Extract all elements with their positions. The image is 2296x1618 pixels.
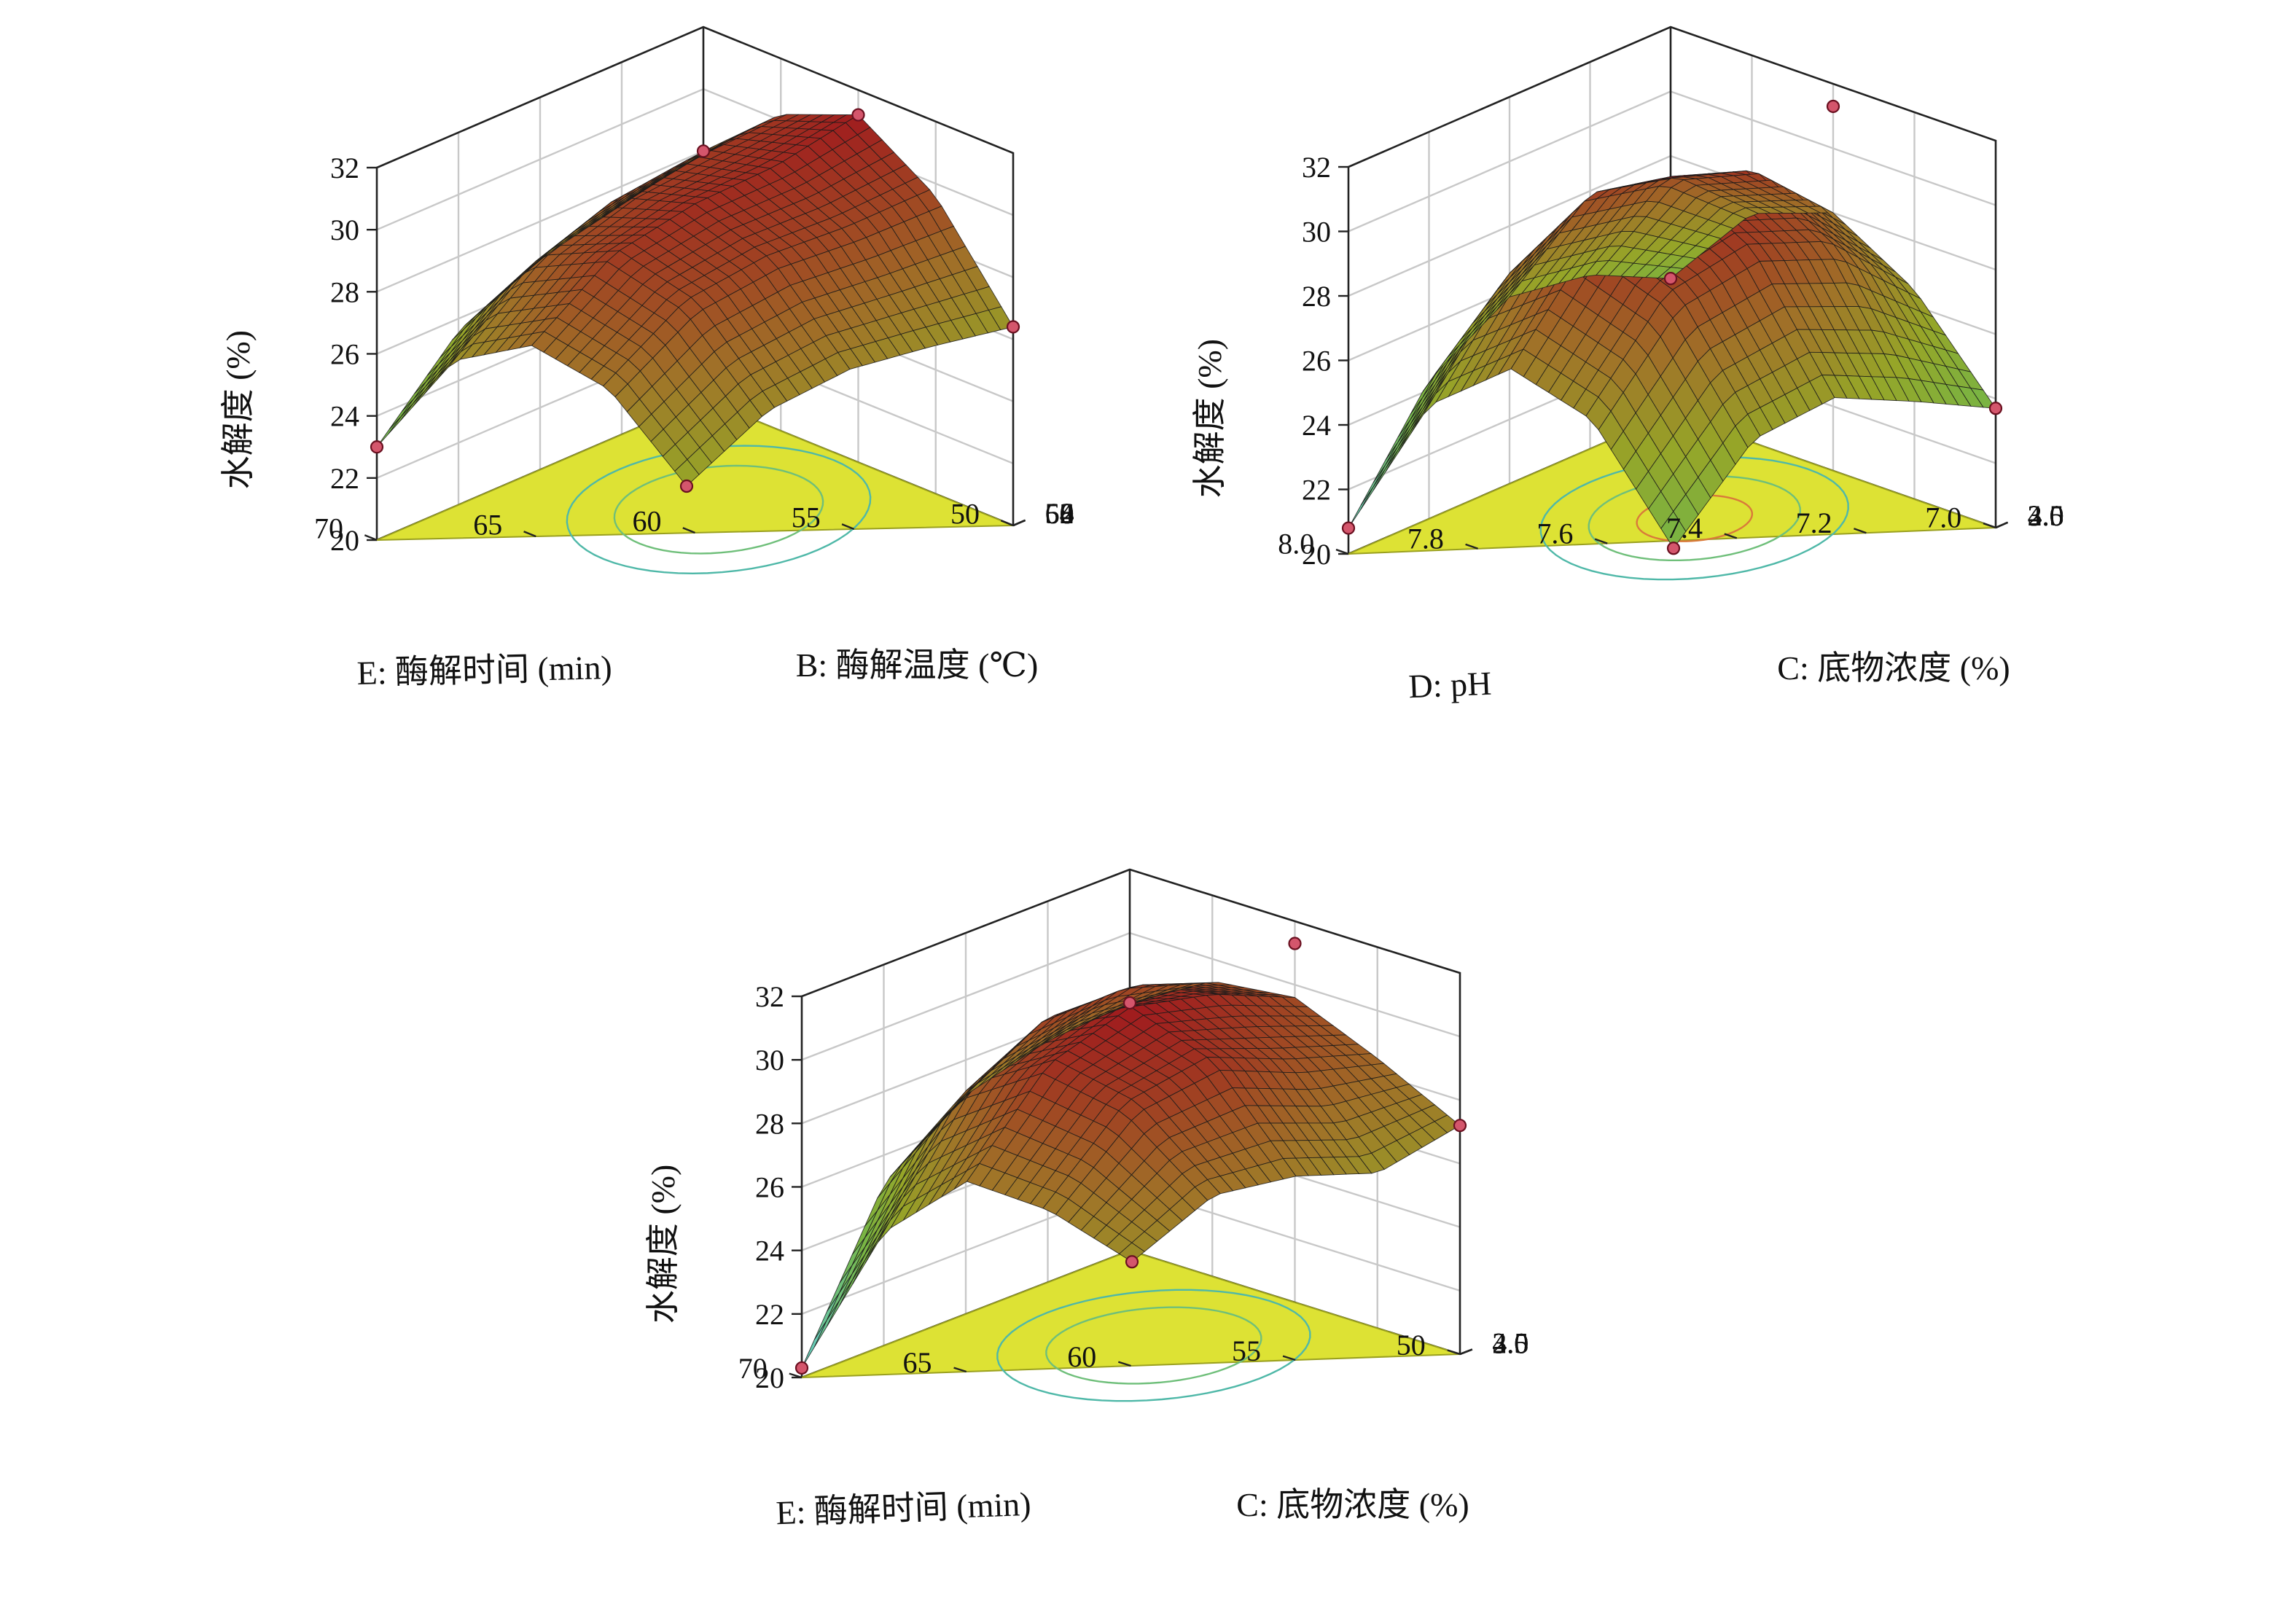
right-tick-label: 2.5	[1492, 1326, 1528, 1359]
z-axis-title: 水解度 (%)	[1191, 339, 1228, 498]
right-tick-label: 60	[1045, 497, 1074, 530]
left-tick-label: 7.2	[1796, 507, 1832, 539]
z-axis: 20 22 24 26 28 30 32 水解度 (%)	[219, 152, 377, 557]
design-points	[1341, 99, 2003, 555]
design-point	[679, 479, 694, 493]
left-tick-label: 70	[314, 512, 343, 545]
left-tick-label: 7.0	[1925, 501, 1961, 534]
left-axis-title: D: pH	[1408, 665, 1493, 706]
left-tick-label: 50	[950, 498, 980, 531]
right-tick-label: 3.5	[1492, 1326, 1528, 1359]
z-tick-label: 32	[1302, 151, 1331, 184]
z-tick-label: 26	[1302, 345, 1331, 378]
left-floor-axis: 50 55 60 65 70 E: 酶解时间 (min)	[738, 1329, 1461, 1531]
right-tick-label: 2.0	[2028, 499, 2064, 532]
z-tick-label: 22	[755, 1298, 784, 1331]
z-tick-label: 28	[755, 1107, 784, 1140]
z-tick-label: 22	[1302, 474, 1331, 507]
design-point	[1826, 99, 1840, 114]
response-surface	[1348, 170, 1996, 550]
right-tick-label: 2.5	[2028, 499, 2064, 532]
right-axis-title: C: 底物浓度 (%)	[1236, 1486, 1469, 1523]
right-axis-title: B: 酶解温度 (℃)	[796, 646, 1039, 684]
right-tick-label: 58	[1045, 497, 1074, 530]
right-tick-label: 50	[1045, 497, 1074, 530]
left-tick-label: 55	[792, 501, 821, 534]
contour-line	[1045, 1306, 1262, 1385]
right-floor-axis: 2.02.53.03.54.0 C: 底物浓度 (%)	[1777, 499, 2063, 687]
left-tick-label: 7.8	[1407, 523, 1444, 555]
z-tick-label: 24	[330, 400, 359, 433]
z-tick-label: 26	[330, 338, 359, 371]
left-floor-axis: 7.0 7.2 7.4 7.6 7.8 8.0 D: pH	[1278, 501, 1996, 706]
z-tick-label: 30	[330, 214, 359, 246]
left-floor-axis: 50 55 60 65 70 E: 酶解时间 (min)	[314, 498, 1014, 692]
design-point	[1988, 402, 2003, 415]
left-tick-label: 65	[903, 1346, 932, 1379]
z-axis-title: 水解度 (%)	[219, 330, 257, 489]
right-axis-title: C: 底物浓度 (%)	[1777, 649, 2010, 687]
design-point	[851, 108, 865, 122]
contour-line	[996, 1289, 1311, 1402]
design-point	[696, 144, 711, 158]
z-axis: 20 22 24 26 28 30 32 水解度 (%)	[644, 980, 802, 1394]
design-point	[1453, 1119, 1467, 1133]
right-tick-label: 52	[1045, 497, 1074, 530]
design-point	[1125, 1255, 1139, 1269]
design-point	[1122, 996, 1137, 1010]
right-floor-axis: 2.02.53.03.54.0 C: 底物浓度 (%)	[1236, 1326, 1528, 1523]
design-point	[1663, 272, 1678, 286]
right-tick-label: 4.0	[2028, 499, 2064, 532]
left-tick-label: 65	[473, 509, 502, 542]
design-point	[370, 440, 384, 454]
z-tick-label: 26	[755, 1171, 784, 1204]
z-tick-label: 32	[330, 152, 359, 184]
design-points	[794, 937, 1467, 1375]
z-tick-label: 28	[1302, 280, 1331, 313]
floor-contours	[996, 1289, 1311, 1402]
surface-panel-substrate-ph: 20 22 24 26 28 30 32 水解度 (%) 7.0 7.2 7.4 7.6 7.8 8.0 D…	[1191, 26, 2064, 706]
z-tick-label: 30	[1302, 216, 1331, 249]
right-tick-label: 2.0	[1492, 1326, 1528, 1359]
left-tick-label: 50	[1397, 1329, 1426, 1361]
z-tick-label: 20	[1302, 538, 1331, 571]
left-axis-title: E: 酶解时间 (min)	[356, 649, 612, 692]
z-tick-label: 30	[755, 1044, 784, 1076]
z-axis: 20 22 24 26 28 30 32 水解度 (%)	[1191, 151, 1348, 571]
left-tick-label: 60	[1067, 1340, 1096, 1373]
z-tick-label: 22	[330, 462, 359, 495]
right-tick-label: 54	[1045, 497, 1074, 530]
left-axis-title: E: 酶解时间 (min)	[776, 1485, 1032, 1531]
z-tick-label: 24	[1302, 409, 1331, 442]
left-tick-label: 60	[632, 505, 661, 538]
z-tick-label: 20	[755, 1361, 784, 1394]
response-surface	[376, 114, 1014, 487]
z-tick-label: 20	[330, 524, 359, 557]
z-axis-title: 水解度 (%)	[644, 1165, 682, 1324]
response-surface	[801, 982, 1461, 1369]
surface-panel-substrate-time: 20 22 24 26 28 30 32 水解度 (%) 50 55 60 65 70 E: 酶解时间 (…	[644, 868, 1528, 1531]
left-tick-label: 8.0	[1278, 528, 1314, 560]
design-points	[370, 108, 1020, 493]
design-point	[1666, 542, 1681, 555]
design-point	[1288, 937, 1302, 950]
left-tick-label: 7.4	[1666, 512, 1703, 544]
left-tick-label: 55	[1232, 1334, 1261, 1367]
z-tick-label: 32	[755, 980, 784, 1013]
right-tick-label: 56	[1045, 497, 1074, 530]
right-tick-label: 3.0	[1492, 1326, 1528, 1359]
design-point	[1006, 320, 1020, 334]
right-tick-label: 4.0	[1492, 1326, 1528, 1359]
design-point	[794, 1361, 809, 1375]
z-tick-label: 28	[330, 275, 359, 308]
design-point	[1341, 521, 1356, 535]
surface-panel-temperature-time: 20 22 24 26 28 30 32 水解度 (%) 50 55 60 65 70 E: 酶解时间 (…	[219, 26, 1074, 692]
left-tick-label: 70	[738, 1352, 768, 1385]
z-tick-label: 24	[755, 1235, 784, 1267]
right-tick-label: 3.5	[2028, 499, 2064, 532]
left-tick-label: 7.6	[1536, 517, 1573, 550]
right-tick-label: 3.0	[2028, 499, 2064, 532]
